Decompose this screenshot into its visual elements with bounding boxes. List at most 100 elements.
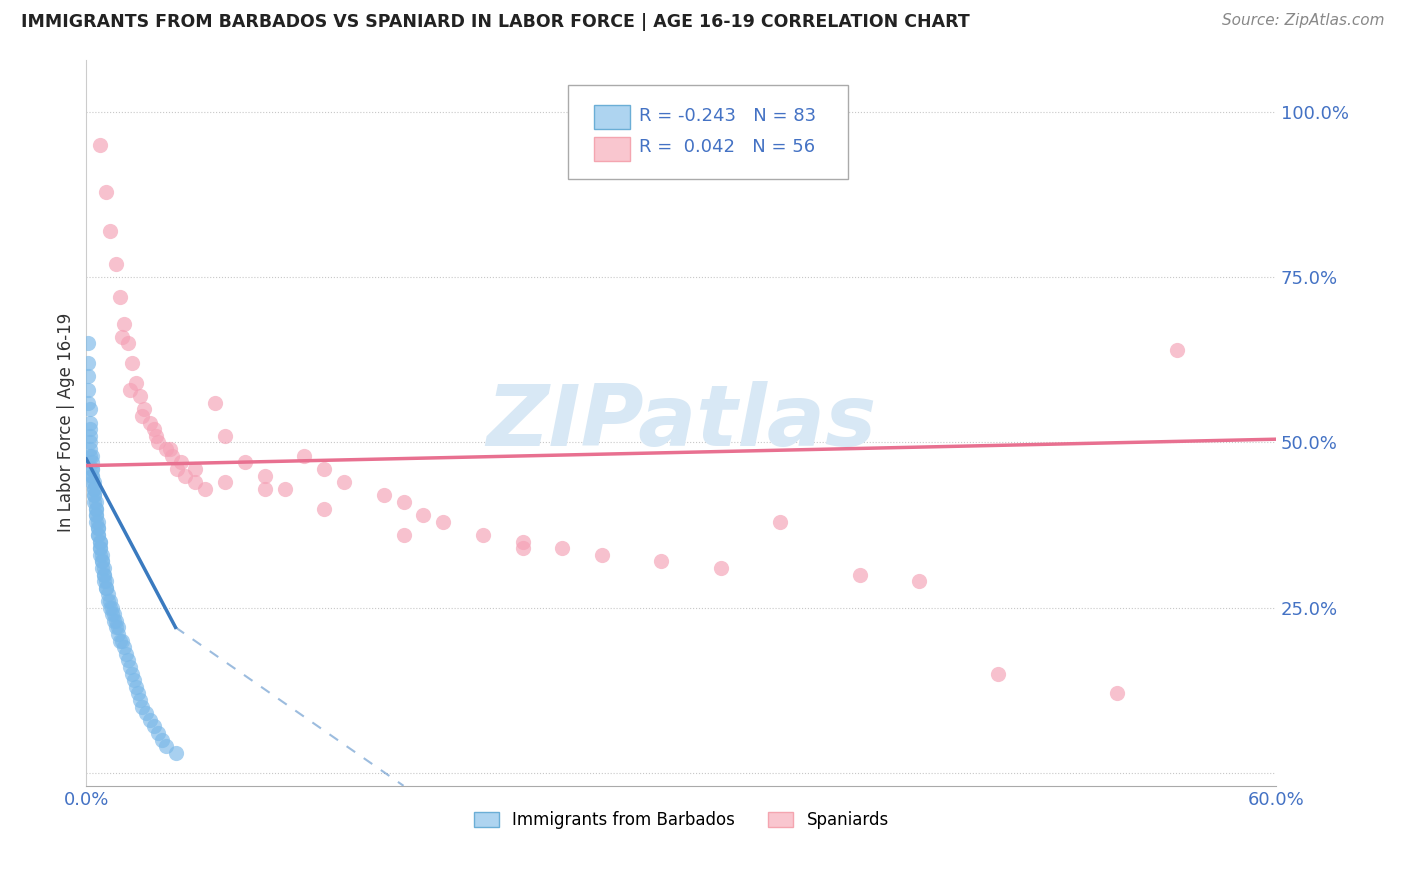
Point — [112, 317, 135, 331]
Point — [233, 455, 256, 469]
Point — [82, 475, 104, 489]
Point — [115, 647, 138, 661]
Point — [127, 686, 149, 700]
Point — [155, 739, 177, 754]
Point — [108, 290, 131, 304]
Point — [83, 482, 105, 496]
Point — [273, 482, 295, 496]
Point — [79, 402, 101, 417]
Point — [155, 442, 177, 456]
Point — [83, 488, 105, 502]
Point — [125, 680, 148, 694]
Point — [91, 548, 114, 562]
Point — [135, 706, 157, 721]
Point — [83, 475, 105, 489]
Point — [117, 336, 139, 351]
Point — [111, 330, 134, 344]
Text: Source: ZipAtlas.com: Source: ZipAtlas.com — [1222, 13, 1385, 29]
Point — [122, 673, 145, 688]
Point — [94, 581, 117, 595]
Point — [91, 554, 114, 568]
Point — [121, 666, 143, 681]
Point — [392, 528, 415, 542]
Point — [87, 515, 110, 529]
Point — [204, 396, 226, 410]
Point — [93, 574, 115, 588]
Point — [118, 660, 141, 674]
Point — [107, 620, 129, 634]
Point — [87, 521, 110, 535]
Point — [159, 442, 181, 456]
Point — [93, 567, 115, 582]
Point — [98, 594, 121, 608]
Point — [77, 383, 100, 397]
Point — [77, 369, 100, 384]
Point — [91, 554, 114, 568]
Point — [146, 435, 169, 450]
Point — [93, 561, 115, 575]
Point — [139, 713, 162, 727]
Point — [97, 594, 120, 608]
Point — [77, 396, 100, 410]
Point — [1107, 686, 1129, 700]
Point — [94, 185, 117, 199]
Point — [848, 567, 870, 582]
Point — [131, 699, 153, 714]
Point — [214, 475, 236, 489]
Text: R =  0.042   N = 56: R = 0.042 N = 56 — [640, 138, 815, 156]
Point — [145, 429, 167, 443]
Point — [77, 336, 100, 351]
Point — [91, 561, 114, 575]
Point — [82, 468, 104, 483]
Point — [84, 508, 107, 522]
Point — [432, 515, 454, 529]
Point — [591, 548, 613, 562]
Point — [131, 409, 153, 423]
Point — [97, 587, 120, 601]
Point — [84, 495, 107, 509]
Point — [105, 257, 128, 271]
Point — [125, 376, 148, 390]
Point — [79, 422, 101, 436]
Point — [1166, 343, 1188, 357]
Point — [89, 534, 111, 549]
Point — [94, 574, 117, 588]
Text: ZIPatlas: ZIPatlas — [486, 381, 876, 464]
Point — [108, 633, 131, 648]
Text: IMMIGRANTS FROM BARBADOS VS SPANIARD IN LABOR FORCE | AGE 16-19 CORRELATION CHAR: IMMIGRANTS FROM BARBADOS VS SPANIARD IN … — [21, 13, 970, 31]
Point — [87, 528, 110, 542]
Point — [160, 449, 183, 463]
Point — [87, 521, 110, 535]
Point — [142, 719, 165, 733]
Point — [253, 468, 276, 483]
Point — [128, 389, 150, 403]
Bar — [595, 137, 630, 161]
Point — [82, 462, 104, 476]
Point — [111, 633, 134, 648]
Point — [98, 600, 121, 615]
Point — [82, 455, 104, 469]
Point — [77, 356, 100, 370]
Point — [84, 508, 107, 522]
Point — [82, 449, 104, 463]
FancyBboxPatch shape — [568, 85, 848, 179]
Point — [512, 541, 534, 555]
Point — [79, 429, 101, 443]
Point — [650, 554, 672, 568]
Point — [253, 482, 276, 496]
Point — [146, 726, 169, 740]
Point — [128, 693, 150, 707]
Point — [103, 607, 125, 622]
Bar — [595, 105, 630, 128]
Point — [121, 356, 143, 370]
Point — [103, 614, 125, 628]
Point — [82, 468, 104, 483]
Point — [87, 528, 110, 542]
Point — [314, 462, 336, 476]
Point — [170, 455, 193, 469]
Point — [89, 541, 111, 555]
Point — [105, 614, 128, 628]
Point — [292, 449, 315, 463]
Point — [83, 488, 105, 502]
Point — [84, 515, 107, 529]
